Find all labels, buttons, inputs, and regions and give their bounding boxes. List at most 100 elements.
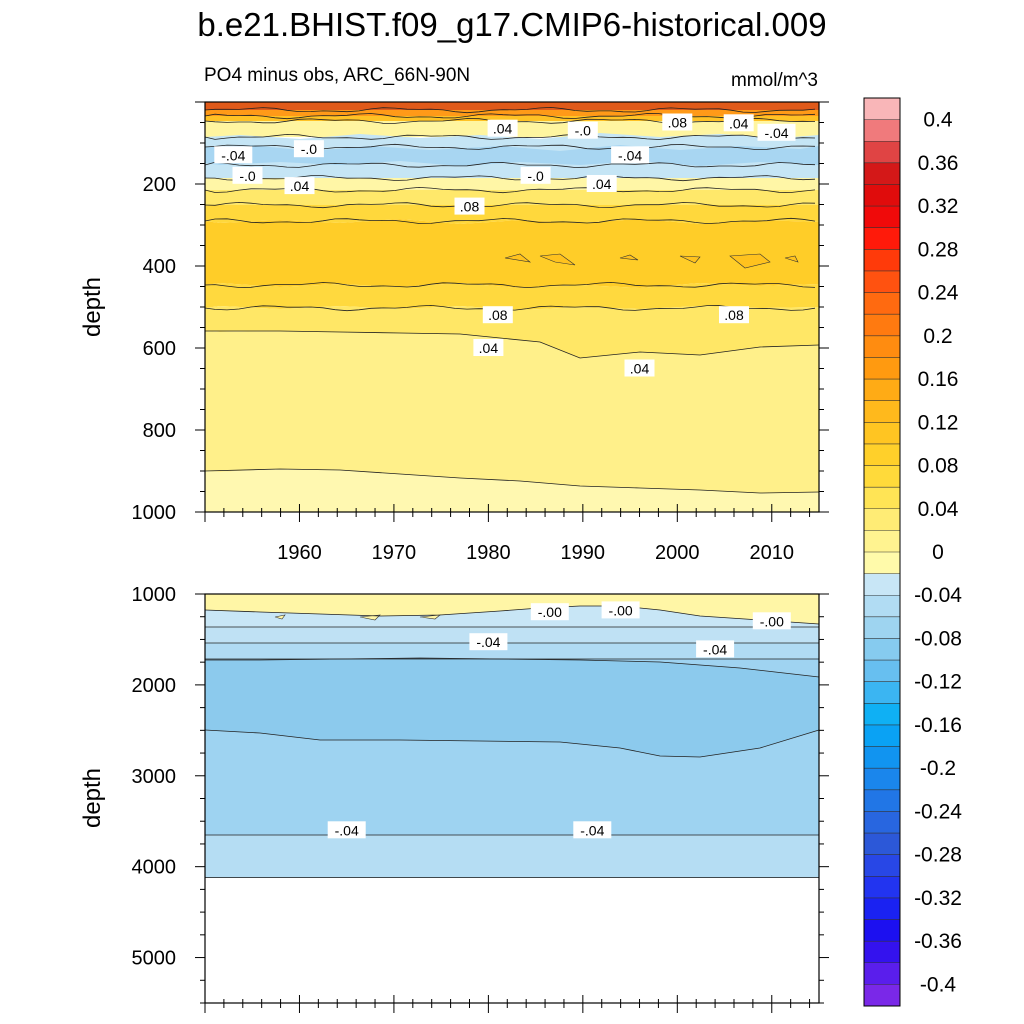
no-data-region [204,877,820,1004]
colorbar-label: 0.24 [918,282,959,305]
colorbar-label: 0.04 [918,498,959,521]
colorbar-label: 0.12 [918,411,959,434]
contour-label-text: -.04 [703,641,727,657]
colorbar-swatch [864,724,900,747]
colorbar-swatch [864,508,900,531]
contour-label: -.00 [601,601,640,619]
colorbar-swatch [864,487,900,510]
band-negative-core [205,145,819,166]
band-008 [205,205,819,224]
contour-label-text: -.00 [609,602,633,618]
contour-label-text: .08 [724,307,744,323]
contour-label-text: -.0 [301,141,318,157]
contour-label: -.0 [567,121,598,139]
colorbar-swatch [864,833,900,856]
colorbar-swatch [864,854,900,877]
contour-label-text: .04 [592,176,612,192]
contour-label: -.00 [752,612,791,630]
contour-label-text: .04 [479,340,499,356]
contour-label-text: .04 [493,121,513,137]
contour-label: -.00 [530,603,569,621]
contour-label-text: -.04 [580,822,604,838]
y-tick-label: 1000 [132,502,177,524]
lower-y-axis: 1000 2000 3000 4000 5000 [132,584,829,1004]
colorbar-swatch [864,638,900,661]
colorbar-swatch [864,746,900,769]
colorbar-label: 0.28 [918,238,959,261]
colorbar-swatch [864,768,900,791]
colorbar-swatch [864,141,900,164]
colorbar-swatch [864,465,900,488]
contour-line [204,201,816,209]
upper-contour-fills [205,102,819,512]
colorbar-label: -0.28 [914,844,962,867]
upper-y-axis-label: depth [79,277,106,337]
contour-label: .04 [473,339,504,356]
contour-label: -.04 [327,821,366,839]
lower-panel: -.00 -.00 -.00 -.04 -.04 -.04 -.04 1000 2000 300… [79,584,829,1013]
contour-label: -.04 [469,633,508,651]
upper-x-axis: 1960 1970 1980 1990 2000 2010 [204,504,811,564]
colorbar-swatch [864,357,900,380]
contour-line [204,729,820,758]
colorbar-label: 0.4 [923,109,953,132]
colorbar-swatch [864,184,900,207]
contour-label: -.04 [573,821,612,839]
contour-label: .08 [719,306,749,324]
colorbar-swatch [864,227,900,250]
colorbar-label: 0 [932,541,944,564]
band-low-positive [205,190,819,205]
upper-y-axis: 200 400 600 800 1000 [132,101,829,524]
colorbar-swatch [864,919,900,942]
band-light-blue-2 [205,627,819,643]
colorbar-swatch [864,98,900,121]
colorbar-label: 0.32 [918,195,959,218]
colorbar-swatch [864,206,900,229]
band-bottom [205,835,819,885]
colorbar-swatch [864,443,900,466]
colorbar-label: -0.04 [914,584,962,607]
colorbar-swatch [864,616,900,639]
contour-label: -.04 [696,640,735,658]
colorbar-swatch [864,962,900,985]
subtitle-units: mmol/m^3 [731,70,818,91]
lower-contour-labels: -.00 -.00 -.00 -.04 -.04 -.04 -.04 [327,601,791,839]
x-tick-label: 1990 [561,542,606,564]
upper-panel: .04 -.0 .08 .04 -.04 -.04 -.0 -.04 -.0 .04 -.0 .04.… [79,101,829,564]
contour-line [204,468,820,494]
x-tick-label: 1960 [277,542,322,564]
y-tick-label: 4000 [132,857,177,879]
colorbar-swatch [864,876,900,899]
contour-label: -.04 [757,123,796,141]
y-tick-label: 3000 [132,766,177,788]
colorbar-swatch [864,249,900,272]
contour-label: -.0 [232,166,263,184]
contour-label: .04 [624,359,655,377]
contour-line [205,657,820,678]
contour-label-text: .04 [290,178,310,194]
band-ripples [504,253,799,269]
colorbar-swatch [864,292,900,315]
colorbar-label: -0.08 [914,628,962,651]
contour-label-text: -.0 [239,168,256,184]
y-tick-label: 800 [143,420,176,442]
colorbar-swatch [864,335,900,358]
contour-label: .08 [482,306,513,324]
contour-label: .08 [454,197,485,215]
lower-contour-lines [204,605,820,1004]
contour-label: -.04 [611,146,650,164]
upper-contour-lines [204,106,820,494]
contour-line [205,330,820,359]
y-tick-label: 1000 [132,584,177,606]
colorbar-label: 0.36 [918,152,959,175]
contour-label-text: .04 [630,361,650,377]
band-near-004 [205,331,819,493]
contour-label-text: -.0 [527,168,544,184]
band-surface-orange [205,110,819,116]
lower-x-axis [204,995,811,1013]
colorbar-swatch [864,162,900,185]
colorbar-label: -0.36 [914,930,962,953]
colorbar-frame [863,97,901,1007]
colorbar-swatch [864,400,900,423]
